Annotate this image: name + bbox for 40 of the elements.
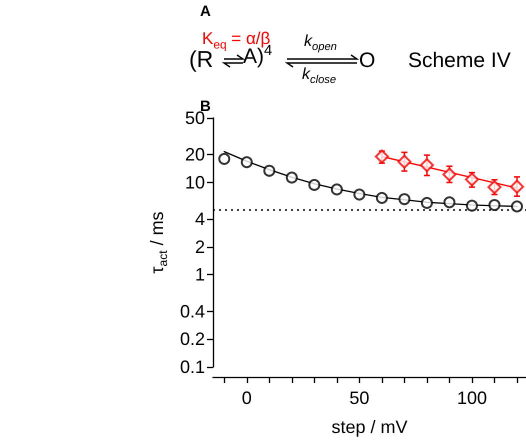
y-tick-label: 0.2 xyxy=(180,329,205,350)
text: k$_{open}$ xyxy=(304,33,337,54)
x-tick-label: 0 xyxy=(242,388,252,408)
y-tick-label: 1 xyxy=(194,264,205,285)
point xyxy=(510,180,524,194)
point xyxy=(398,193,410,206)
y-tick-label: 10 xyxy=(184,172,205,192)
y-axis-title: τact / ms xyxy=(147,211,170,274)
point xyxy=(308,178,320,191)
point xyxy=(487,180,502,194)
y-tick-label: 2 xyxy=(194,236,205,257)
text: A xyxy=(200,3,211,20)
y-tick-label: 0.1 xyxy=(180,357,205,377)
text: (R xyxy=(189,46,214,72)
y-tick-label: 20 xyxy=(184,144,205,165)
point xyxy=(263,164,276,177)
point xyxy=(488,199,500,212)
point xyxy=(374,150,389,164)
x-tick-label: 100 xyxy=(456,388,487,408)
point xyxy=(376,192,388,204)
text: Scheme IV xyxy=(408,49,511,72)
text: O xyxy=(359,49,376,72)
point xyxy=(466,200,478,212)
x-tick-label: 50 xyxy=(349,388,370,408)
point xyxy=(464,172,479,186)
y-tick-label: 4 xyxy=(194,209,205,230)
point xyxy=(443,196,456,208)
point xyxy=(286,172,298,184)
point xyxy=(397,154,412,169)
point xyxy=(420,158,434,172)
y-tick-label: 0.4 xyxy=(180,301,205,322)
point xyxy=(218,152,230,165)
point xyxy=(353,188,366,201)
point xyxy=(442,168,456,182)
point xyxy=(420,196,433,209)
point xyxy=(240,156,253,168)
point xyxy=(511,200,523,212)
text: k$_{close}$ xyxy=(302,66,336,86)
x-axis-title: step / mV xyxy=(331,417,408,437)
point xyxy=(330,183,343,196)
